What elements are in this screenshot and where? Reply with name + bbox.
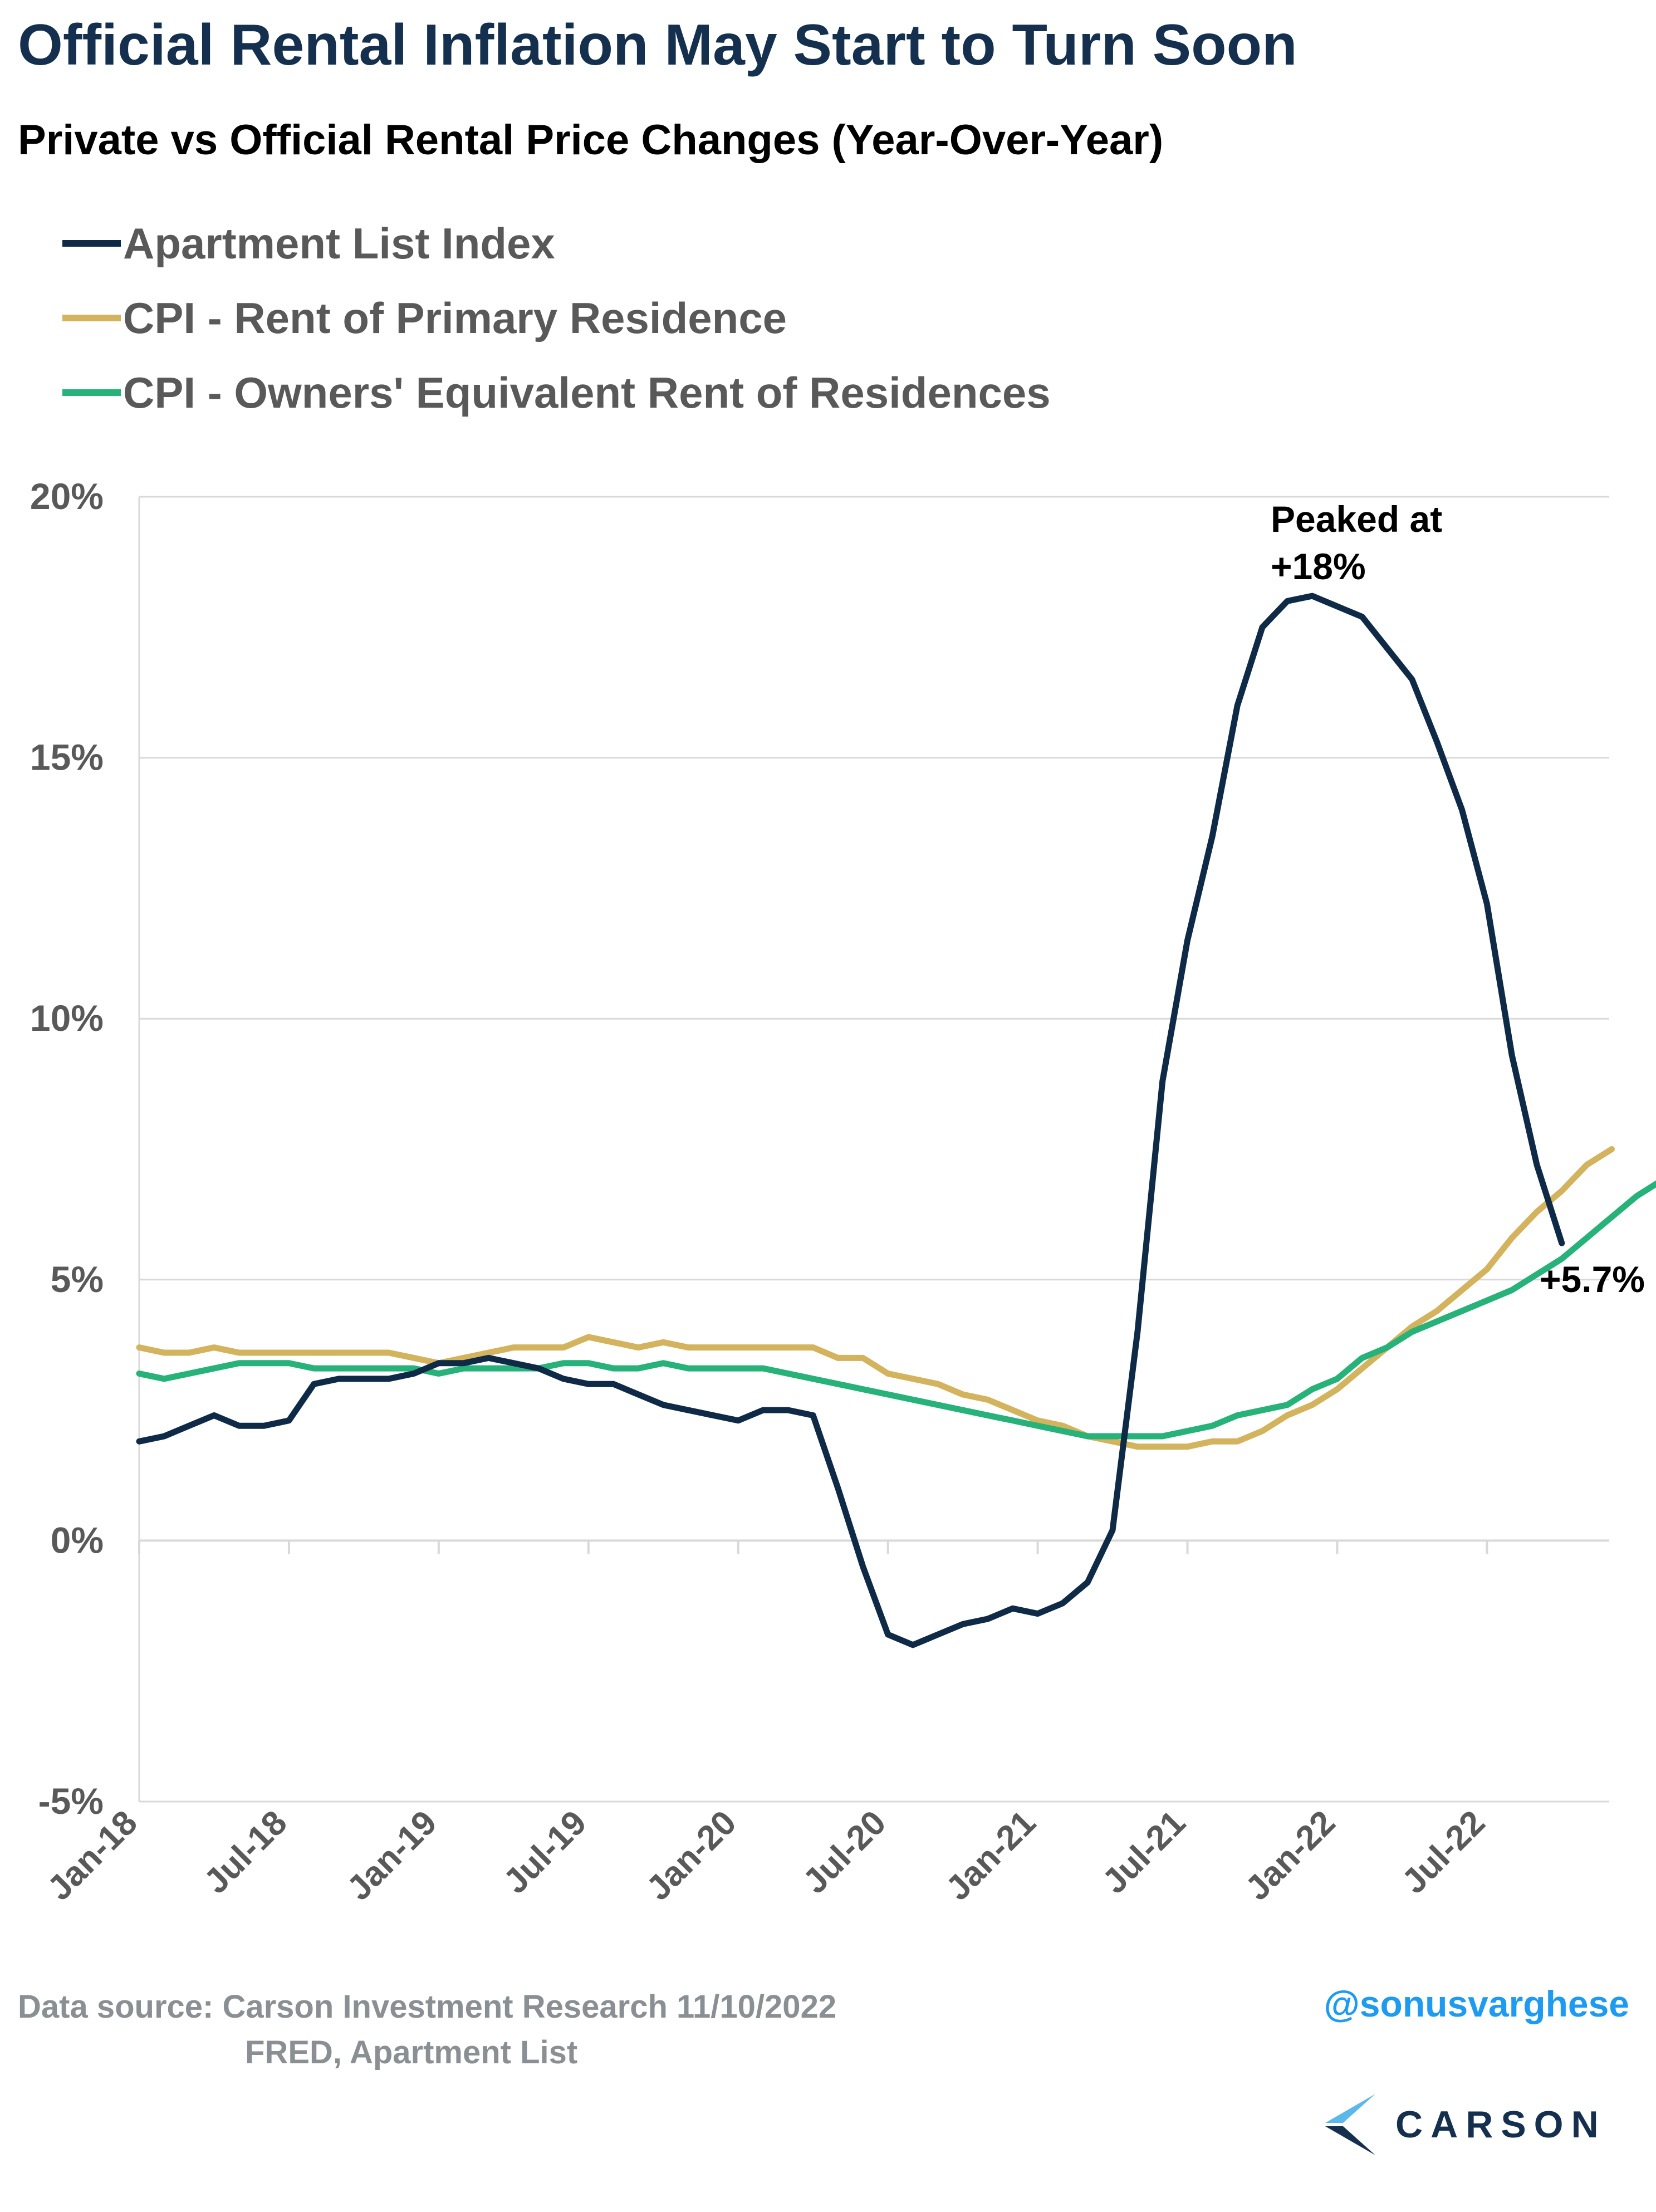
- annotation-layer: Peaked at +18% +5.7%: [1271, 498, 1645, 1300]
- legend-item-cpi-rent: CPI - Rent of Primary Residence: [62, 281, 1051, 355]
- label-layer: Jan-18 Jul-18 Jan-19 Jul-19 Jan-20 Jul-20 Jan-…: [30, 476, 1492, 1908]
- brand-wordmark: CARSON: [1395, 2103, 1606, 2146]
- y-tick-label: -5%: [38, 1780, 104, 1822]
- x-tick-label: Jul-20: [796, 1803, 894, 1901]
- legend-swatch: [62, 389, 121, 396]
- annotation-peak-line2: +18%: [1271, 546, 1366, 587]
- grid-layer: [138, 496, 1609, 1803]
- y-tick-label: 5%: [51, 1259, 104, 1300]
- y-tick-label: 10%: [30, 997, 104, 1039]
- x-tick-label: Jul-21: [1095, 1803, 1193, 1901]
- chart-subtitle: Private vs Official Rental Price Changes…: [18, 116, 1164, 164]
- data-source-text: Data source: Carson Investment Research …: [18, 1989, 837, 2025]
- y-tick-label: 20%: [30, 476, 104, 517]
- x-tick-label: Jul-18: [197, 1803, 295, 1901]
- legend-label: Apartment List Index: [123, 218, 555, 268]
- legend-label: CPI - Rent of Primary Residence: [123, 293, 787, 342]
- x-tick-label: Jan-22: [1238, 1803, 1343, 1908]
- x-tick-label: Jul-22: [1395, 1803, 1493, 1901]
- chart-legend: Apartment List Index CPI - Rent of Prima…: [62, 206, 1051, 430]
- legend-label: CPI - Owners' Equivalent Rent of Residen…: [123, 368, 1051, 417]
- legend-item-apartment-list: Apartment List Index: [62, 206, 1051, 281]
- data-source-text-line2: FRED, Apartment List: [245, 2034, 578, 2071]
- carson-logo: CARSON: [1325, 2094, 1606, 2155]
- tick-layer: [138, 1540, 1488, 1554]
- legend-item-cpi-oer: CPI - Owners' Equivalent Rent of Residen…: [62, 355, 1051, 430]
- y-tick-label: 15%: [30, 737, 104, 778]
- twitter-handle[interactable]: @sonusvarghese: [1324, 1983, 1629, 2024]
- series-line-cpi-rent: [136, 1146, 1615, 1450]
- legend-swatch: [62, 240, 121, 247]
- y-tick-label: 0%: [51, 1519, 104, 1560]
- x-tick-label: Jan-20: [639, 1803, 744, 1908]
- annotation-latest-value: +5.7%: [1540, 1259, 1645, 1300]
- series-layer: [136, 593, 1656, 1648]
- legend-swatch: [62, 315, 121, 321]
- page-title: Official Rental Inflation May Start to T…: [18, 13, 1297, 77]
- carson-logo-icon: [1325, 2094, 1375, 2155]
- x-tick-label: Jan-19: [340, 1803, 444, 1908]
- x-tick-label: Jan-21: [939, 1803, 1043, 1908]
- x-tick-label: Jul-19: [496, 1803, 594, 1901]
- series-line-apartment-list: [136, 593, 1565, 1648]
- annotation-peak-line1: Peaked at: [1271, 498, 1442, 540]
- series-line-cpi-oer: [136, 1180, 1656, 1440]
